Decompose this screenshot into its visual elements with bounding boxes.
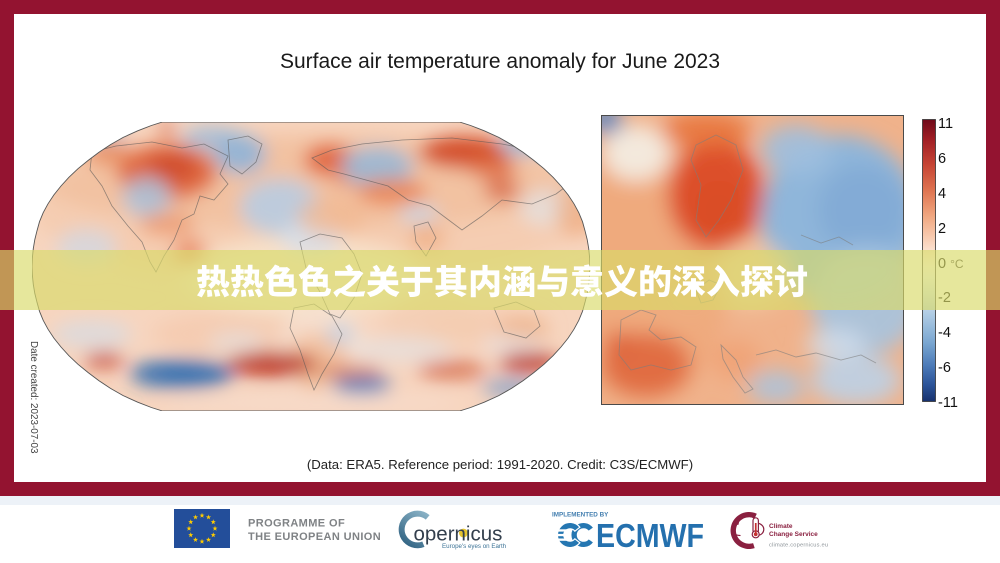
svg-text:PROGRAMME OF: PROGRAMME OF (248, 518, 345, 530)
svg-text:ECMWF: ECMWF (596, 517, 704, 554)
svg-text:climate.copernicus.eu: climate.copernicus.eu (769, 543, 828, 549)
svg-text:Change Service: Change Service (769, 531, 818, 538)
svg-text:Climate: Climate (769, 523, 793, 530)
svg-text:opernicus: opernicus (414, 523, 503, 546)
svg-text:Date created: 2023-07-03: Date created: 2023-07-03 (28, 341, 39, 454)
svg-text:THE EUROPEAN UNION: THE EUROPEAN UNION (248, 531, 381, 543)
svg-text:Europe's eyes on Earth: Europe's eyes on Earth (442, 543, 507, 550)
svg-text:IMPLEMENTED BY: IMPLEMENTED BY (552, 512, 609, 519)
